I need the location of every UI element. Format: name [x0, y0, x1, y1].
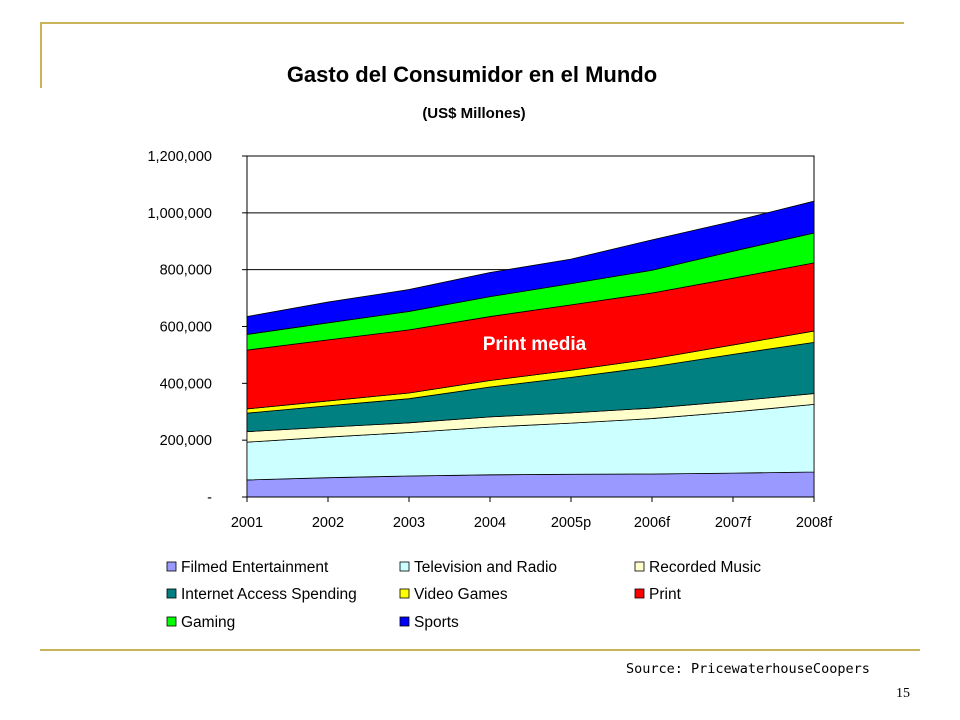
x-tick-label: 2008f — [796, 515, 833, 531]
x-tick-label: 2006f — [634, 515, 671, 531]
x-tick-label: 2005p — [551, 515, 591, 531]
x-tick-label: 2007f — [715, 515, 752, 531]
y-tick-label: 200,000 — [160, 433, 212, 449]
page-number: 15 — [896, 686, 910, 701]
annotation-print-media: Print media — [483, 334, 587, 355]
legend-swatch-video-games — [399, 588, 410, 599]
decorative-bottom-line — [40, 649, 920, 651]
x-tick-label: 2001 — [231, 515, 263, 531]
decorative-left-line — [40, 22, 42, 88]
legend-label-sports: Sports — [414, 614, 459, 631]
y-tick-label: 400,000 — [160, 376, 212, 392]
legend-swatch-television-and-radio — [399, 561, 410, 572]
x-tick-label: 2002 — [312, 515, 344, 531]
chart-subtitle: (US$ Millones) — [422, 105, 526, 122]
area-sports — [246, 200, 815, 335]
legend-label-filmed-entertainment: Filmed Entertainment — [181, 559, 329, 576]
y-tick-label: 1,200,000 — [147, 149, 212, 165]
y-tick-label: - — [207, 490, 212, 506]
x-tick-label: 2004 — [474, 515, 506, 531]
legend-swatch-gaming — [166, 616, 177, 627]
y-tick-label: 800,000 — [160, 263, 212, 279]
x-tick-label: 2003 — [393, 515, 425, 531]
legend-swatch-sports — [399, 616, 410, 627]
legend-label-television-and-radio: Television and Radio — [414, 559, 557, 576]
legend-swatch-print — [634, 588, 645, 599]
legend-label-recorded-music: Recorded Music — [649, 559, 761, 576]
legend-label-internet-access-spending: Internet Access Spending — [181, 586, 357, 603]
legend-label-print: Print — [649, 586, 682, 603]
chart-title: Gasto del Consumidor en el Mundo — [286, 62, 658, 87]
source-note: Source: PricewaterhouseCoopers — [626, 661, 870, 677]
legend-label-video-games: Video Games — [414, 586, 508, 603]
legend-swatch-internet-access-spending — [166, 588, 177, 599]
y-tick-label: 1,000,000 — [147, 206, 212, 222]
legend-swatch-recorded-music — [634, 561, 645, 572]
legend-label-gaming: Gaming — [181, 614, 235, 631]
decorative-top-line — [40, 22, 904, 24]
y-tick-label: 600,000 — [160, 320, 212, 336]
legend-swatch-filmed-entertainment — [166, 561, 177, 572]
